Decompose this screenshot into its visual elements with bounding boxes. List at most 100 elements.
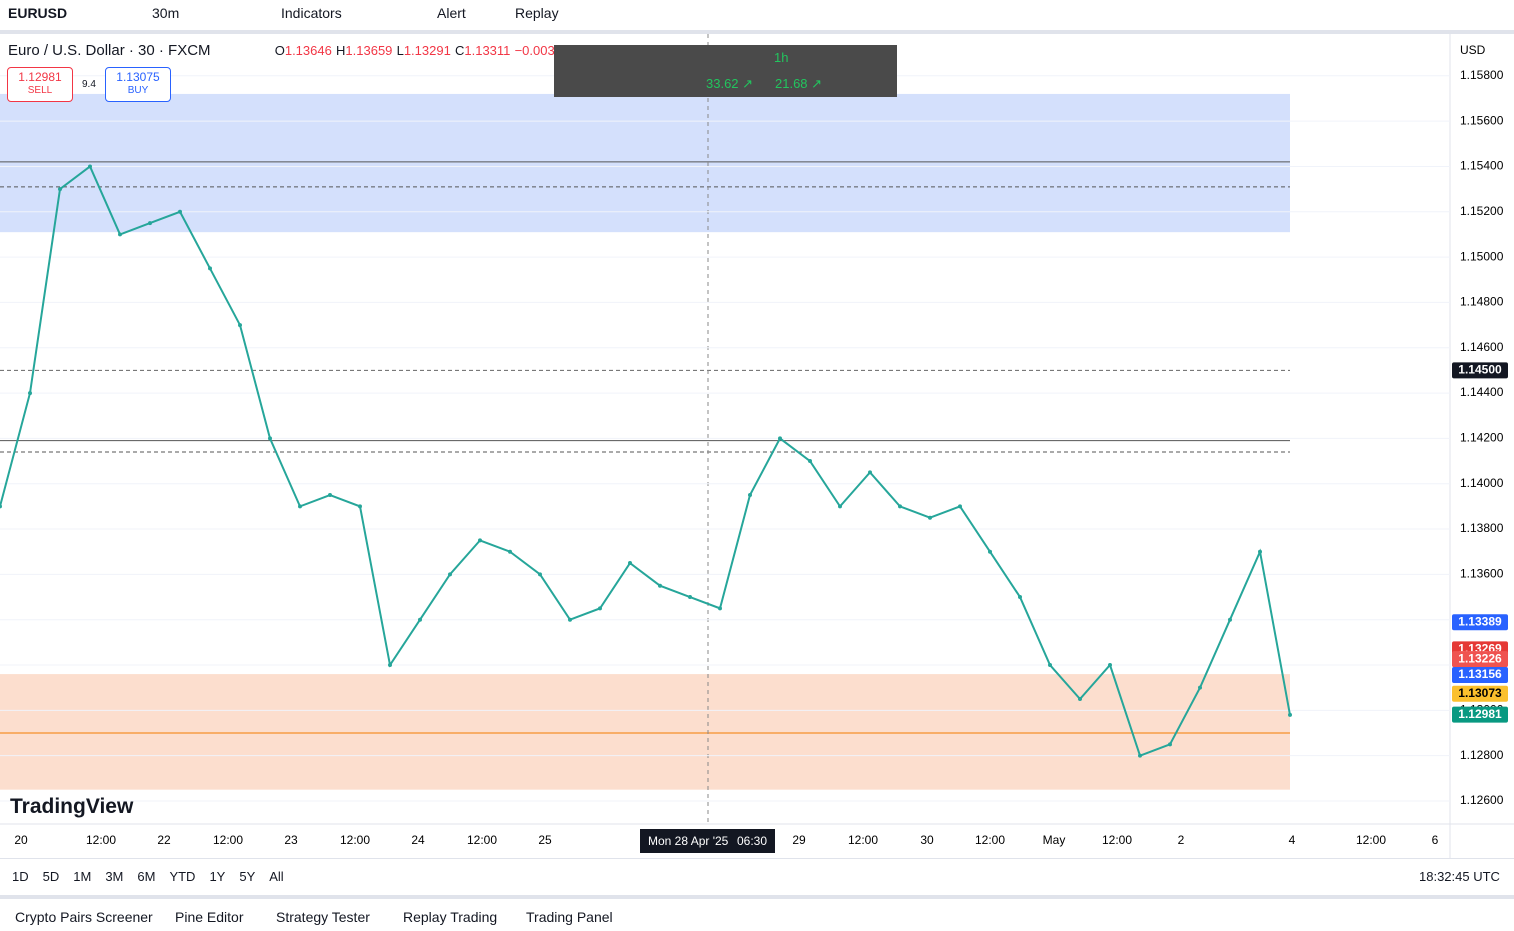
- range[interactable]: YTD: [169, 869, 196, 884]
- range[interactable]: 5Y: [239, 869, 256, 884]
- v1: 33.62 ↗: [706, 76, 754, 91]
- range[interactable]: All: [269, 869, 284, 884]
- price-point: [298, 504, 302, 509]
- currency: USD: [1460, 43, 1486, 57]
- title: Euro / U.S. Dollar · 30 · FXCM: [8, 42, 211, 59]
- y-tick-label: 1.15000: [1460, 249, 1504, 263]
- buy: BUY: [127, 85, 149, 96]
- symbol[interactable]: EURUSD: [8, 5, 68, 21]
- price-point: [868, 470, 872, 475]
- x-tick-label: 12:00: [975, 833, 1005, 847]
- price-point: [0, 504, 2, 509]
- close: 1.13311: [464, 43, 511, 58]
- footer-tab[interactable]: Trading Panel: [526, 909, 613, 925]
- clock: 18:32:45 UTC: [1419, 869, 1500, 884]
- price-point: [1168, 742, 1172, 747]
- x-tick-label: 6: [1432, 833, 1439, 847]
- range[interactable]: 1D: [12, 869, 29, 884]
- price-point: [418, 617, 422, 622]
- price-point: [1228, 617, 1232, 622]
- x-tick-label: 4: [1289, 833, 1296, 847]
- price-point: [1078, 697, 1082, 702]
- price-tag: [1452, 685, 1508, 702]
- price-tag-label: 1.14500: [1458, 363, 1502, 377]
- price-tag: [1452, 362, 1508, 379]
- range[interactable]: 1M: [73, 869, 92, 884]
- price-tag-label: 1.13073: [1458, 686, 1502, 700]
- sell: SELL: [27, 85, 53, 96]
- price-point: [478, 538, 482, 543]
- high: 1.13659: [345, 43, 393, 58]
- price-tag-label: 1.13226: [1458, 651, 1502, 665]
- price-point: [958, 504, 962, 509]
- price-point: [1018, 595, 1022, 600]
- price-point: [1108, 663, 1112, 668]
- c: C: [454, 43, 465, 58]
- y-tick-label: 1.13600: [1460, 567, 1504, 581]
- o: O: [274, 43, 285, 58]
- price-point: [508, 549, 512, 554]
- price-point: [268, 436, 272, 441]
- price-point: [448, 572, 452, 577]
- y-tick-label: 1.14200: [1460, 431, 1504, 445]
- interval[interactable]: 30m: [152, 5, 180, 21]
- price-point: [1198, 685, 1202, 690]
- x-tick-label: 12:00: [848, 833, 878, 847]
- zone: [0, 674, 1290, 790]
- sell-button[interactable]: 1.12981 SELL: [7, 67, 73, 102]
- indicators[interactable]: Indicators: [281, 5, 342, 21]
- y-tick-label: 1.15800: [1460, 68, 1504, 82]
- toolbar: EURUSD 30m Indicators Alert Replay: [0, 0, 1514, 34]
- y-tick-label: 1.15400: [1460, 159, 1504, 173]
- y-tick-label: 1.12600: [1460, 793, 1504, 807]
- price-point: [238, 323, 242, 328]
- price-point: [358, 504, 362, 509]
- price-point: [148, 221, 152, 226]
- x-tick-label: 12:00: [86, 833, 116, 847]
- price-point: [748, 493, 752, 498]
- x-tick-label: 24: [411, 833, 425, 847]
- table-widget: 1h 33.62 ↗ 21.68 ↗: [554, 45, 897, 97]
- x-tick-label: 12:00: [467, 833, 497, 847]
- y-tick-label: 1.14800: [1460, 295, 1504, 309]
- y-tick-label: 1.13800: [1460, 521, 1504, 535]
- range[interactable]: 3M: [105, 869, 124, 884]
- x-tick-label: 23: [284, 833, 298, 847]
- x-tick-label: May: [1043, 833, 1066, 847]
- x-tick-label: 12:00: [1356, 833, 1386, 847]
- alert[interactable]: Alert: [437, 5, 466, 21]
- range[interactable]: 6M: [137, 869, 156, 884]
- x-tick-label: 12:00: [340, 833, 370, 847]
- price-point: [58, 187, 62, 192]
- chart: USD 1.15800 1.15600 1.15400 1.15200 1.15000 1.…: [0, 34, 1514, 858]
- range[interactable]: 5D: [42, 869, 60, 884]
- footer-tab[interactable]: Pine Editor: [175, 909, 244, 925]
- footer-tab[interactable]: Replay Trading: [403, 909, 498, 925]
- price-tag: [1452, 666, 1508, 683]
- footer: Crypto Pairs Screener Pine Editor Strategy…: [0, 898, 1514, 931]
- zone: [0, 93, 1290, 233]
- footer-tab[interactable]: Strategy Tester: [276, 909, 370, 925]
- y-tick-label: 1.14000: [1460, 476, 1504, 490]
- tf: 1h: [774, 50, 789, 65]
- price-point: [1258, 549, 1262, 554]
- price-point: [718, 606, 722, 611]
- x-tick-label: 22: [157, 833, 171, 847]
- ranges: 1D 5D 1M 3M 6M YTD 1Y 5Y All: [12, 869, 298, 884]
- l: L: [396, 43, 404, 58]
- buy-price: 1.13075: [116, 70, 160, 84]
- buy-button[interactable]: 1.13075 BUY: [105, 67, 171, 102]
- y-tick-label: 1.14600: [1460, 340, 1504, 354]
- price-tag-label: 1.13389: [1458, 614, 1502, 628]
- x-tick-label: 20: [14, 833, 28, 847]
- replay[interactable]: Replay: [515, 5, 559, 21]
- footer-tab[interactable]: Crypto Pairs Screener: [15, 909, 153, 925]
- x-tick-label: 30: [920, 833, 934, 847]
- price-tag-label: 1.13156: [1458, 667, 1502, 681]
- x-tick-label: 12:00: [1102, 833, 1132, 847]
- range[interactable]: 1Y: [209, 869, 226, 884]
- crosshair-time: 06:30: [737, 834, 767, 848]
- low: 1.13291: [403, 43, 451, 58]
- x-tick-label: 2: [1178, 833, 1185, 847]
